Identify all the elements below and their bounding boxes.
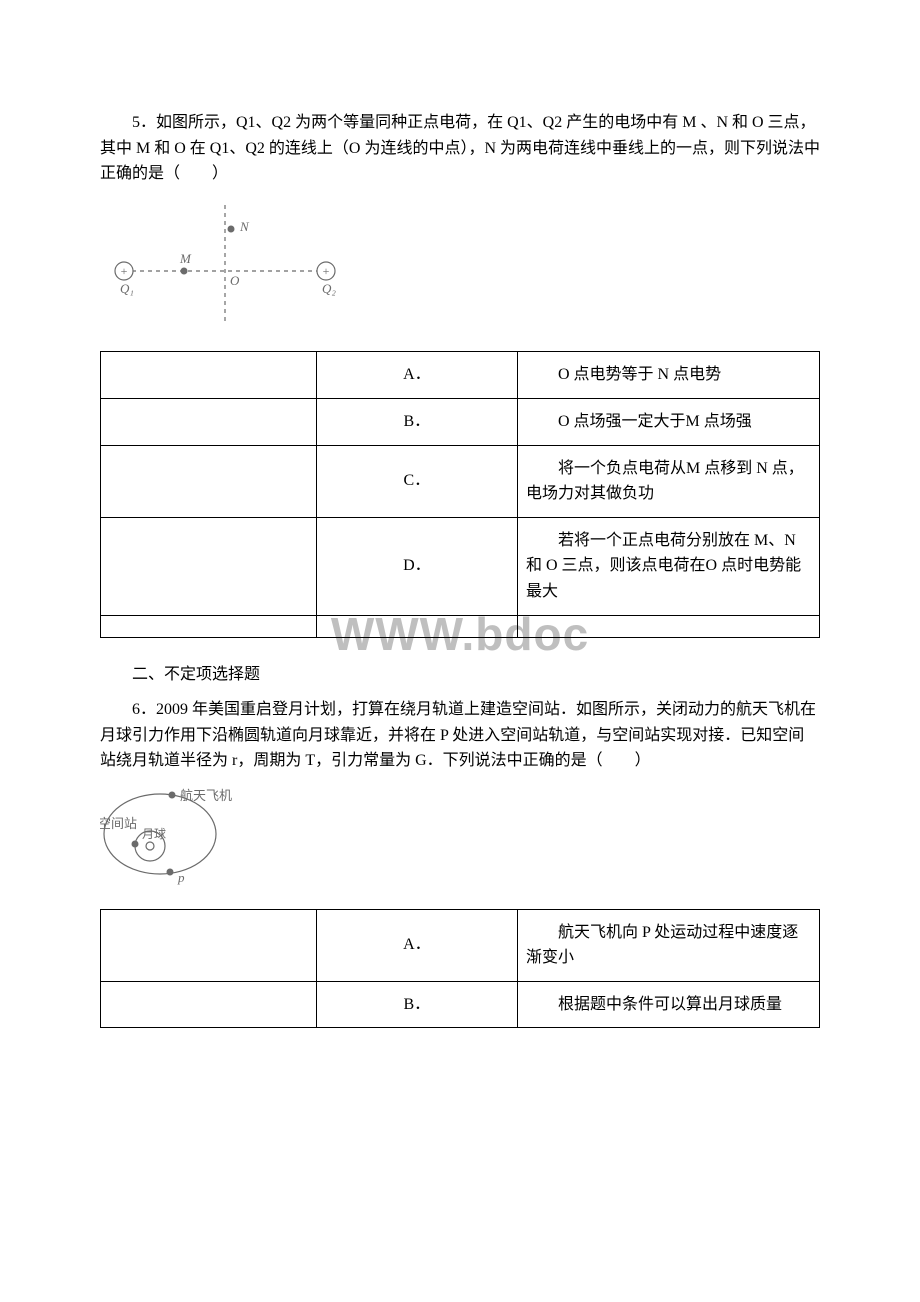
q5-fig-n-label: N xyxy=(239,219,250,234)
q5-row-a-text: O 点电势等于 N 点电势 xyxy=(518,352,820,399)
q5-options-table: A． O 点电势等于 N 点电势 B． O 点场强一定大于M 点场强 C． 将一… xyxy=(100,351,820,637)
q6-row-a-text: 航天飞机向 P 处运动过程中速度逐渐变小 xyxy=(518,909,820,981)
q6-row-b-empty xyxy=(101,981,317,1028)
q6-row-b-letter: B． xyxy=(316,981,517,1028)
q5-row-a-empty xyxy=(101,352,317,399)
q5-row-a-letter: A． xyxy=(316,352,517,399)
q6-fig-spacecraft-label: 航天飞机 xyxy=(180,788,232,803)
section2-heading: 二、不定项选择题 xyxy=(100,662,820,688)
q5-fig-plus-left: + xyxy=(121,264,128,278)
q5-row-b-empty xyxy=(101,398,317,445)
q5-row-b-text: O 点场强一定大于M 点场强 xyxy=(518,398,820,445)
q5-prompt: 5．如图所示，Q1、Q2 为两个等量同种正点电荷，在 Q1、Q2 产生的电场中有… xyxy=(100,110,820,187)
table-row: C． 将一个负点电荷从M 点移到 N 点，电场力对其做负功 xyxy=(101,445,820,517)
q6-row-a-empty xyxy=(101,909,317,981)
table-row: A． 航天飞机向 P 处运动过程中速度逐渐变小 xyxy=(101,909,820,981)
q5-row-empty-1 xyxy=(101,615,317,637)
q5-row-empty-3 xyxy=(518,615,820,637)
q5-row-d-empty xyxy=(101,517,317,615)
q6-fig-p-label: p xyxy=(177,870,185,885)
page-content: 5．如图所示，Q1、Q2 为两个等量同种正点电荷，在 Q1、Q2 产生的电场中有… xyxy=(100,110,820,1028)
q6-fig-station-label: 空间站 xyxy=(100,816,137,831)
q5-row-c-letter: C． xyxy=(316,445,517,517)
q5-row-d-text: 若将一个正点电荷分别放在 M、N 和 O 三点，则该点电荷在O 点时电势能最大 xyxy=(518,517,820,615)
q5-row-c-empty xyxy=(101,445,317,517)
q5-row-b-letter: B． xyxy=(316,398,517,445)
table-row: D． 若将一个正点电荷分别放在 M、N 和 O 三点，则该点电荷在O 点时电势能… xyxy=(101,517,820,615)
q5-figure: + Q₁ + Q₂ M O N xyxy=(100,199,820,338)
q5-fig-q2-label: Q₂ xyxy=(322,281,336,296)
table-row xyxy=(101,615,820,637)
q5-fig-m-label: M xyxy=(179,251,192,266)
q5-row-c-text: 将一个负点电荷从M 点移到 N 点，电场力对其做负功 xyxy=(518,445,820,517)
q6-row-a-letter: A． xyxy=(316,909,517,981)
q5-row-empty-2 xyxy=(316,615,517,637)
table-row: B． 根据题中条件可以算出月球质量 xyxy=(101,981,820,1028)
q5-row-d-letter: D． xyxy=(316,517,517,615)
q5-fig-q1-label: Q₁ xyxy=(120,281,134,296)
table-row: A． O 点电势等于 N 点电势 xyxy=(101,352,820,399)
q6-figure: 航天飞机 空间站 月球 p xyxy=(100,786,820,895)
q6-row-b-text: 根据题中条件可以算出月球质量 xyxy=(518,981,820,1028)
q5-fig-o-label: O xyxy=(230,273,240,288)
q6-fig-moon-label: 月球 xyxy=(142,827,166,841)
q5-fig-plus-right: + xyxy=(323,264,330,278)
q6-prompt: 6．2009 年美国重启登月计划，打算在绕月轨道上建造空间站．如图所示，关闭动力… xyxy=(100,697,820,774)
table-row: B． O 点场强一定大于M 点场强 xyxy=(101,398,820,445)
q6-options-table: A． 航天飞机向 P 处运动过程中速度逐渐变小 B． 根据题中条件可以算出月球质… xyxy=(100,909,820,1029)
